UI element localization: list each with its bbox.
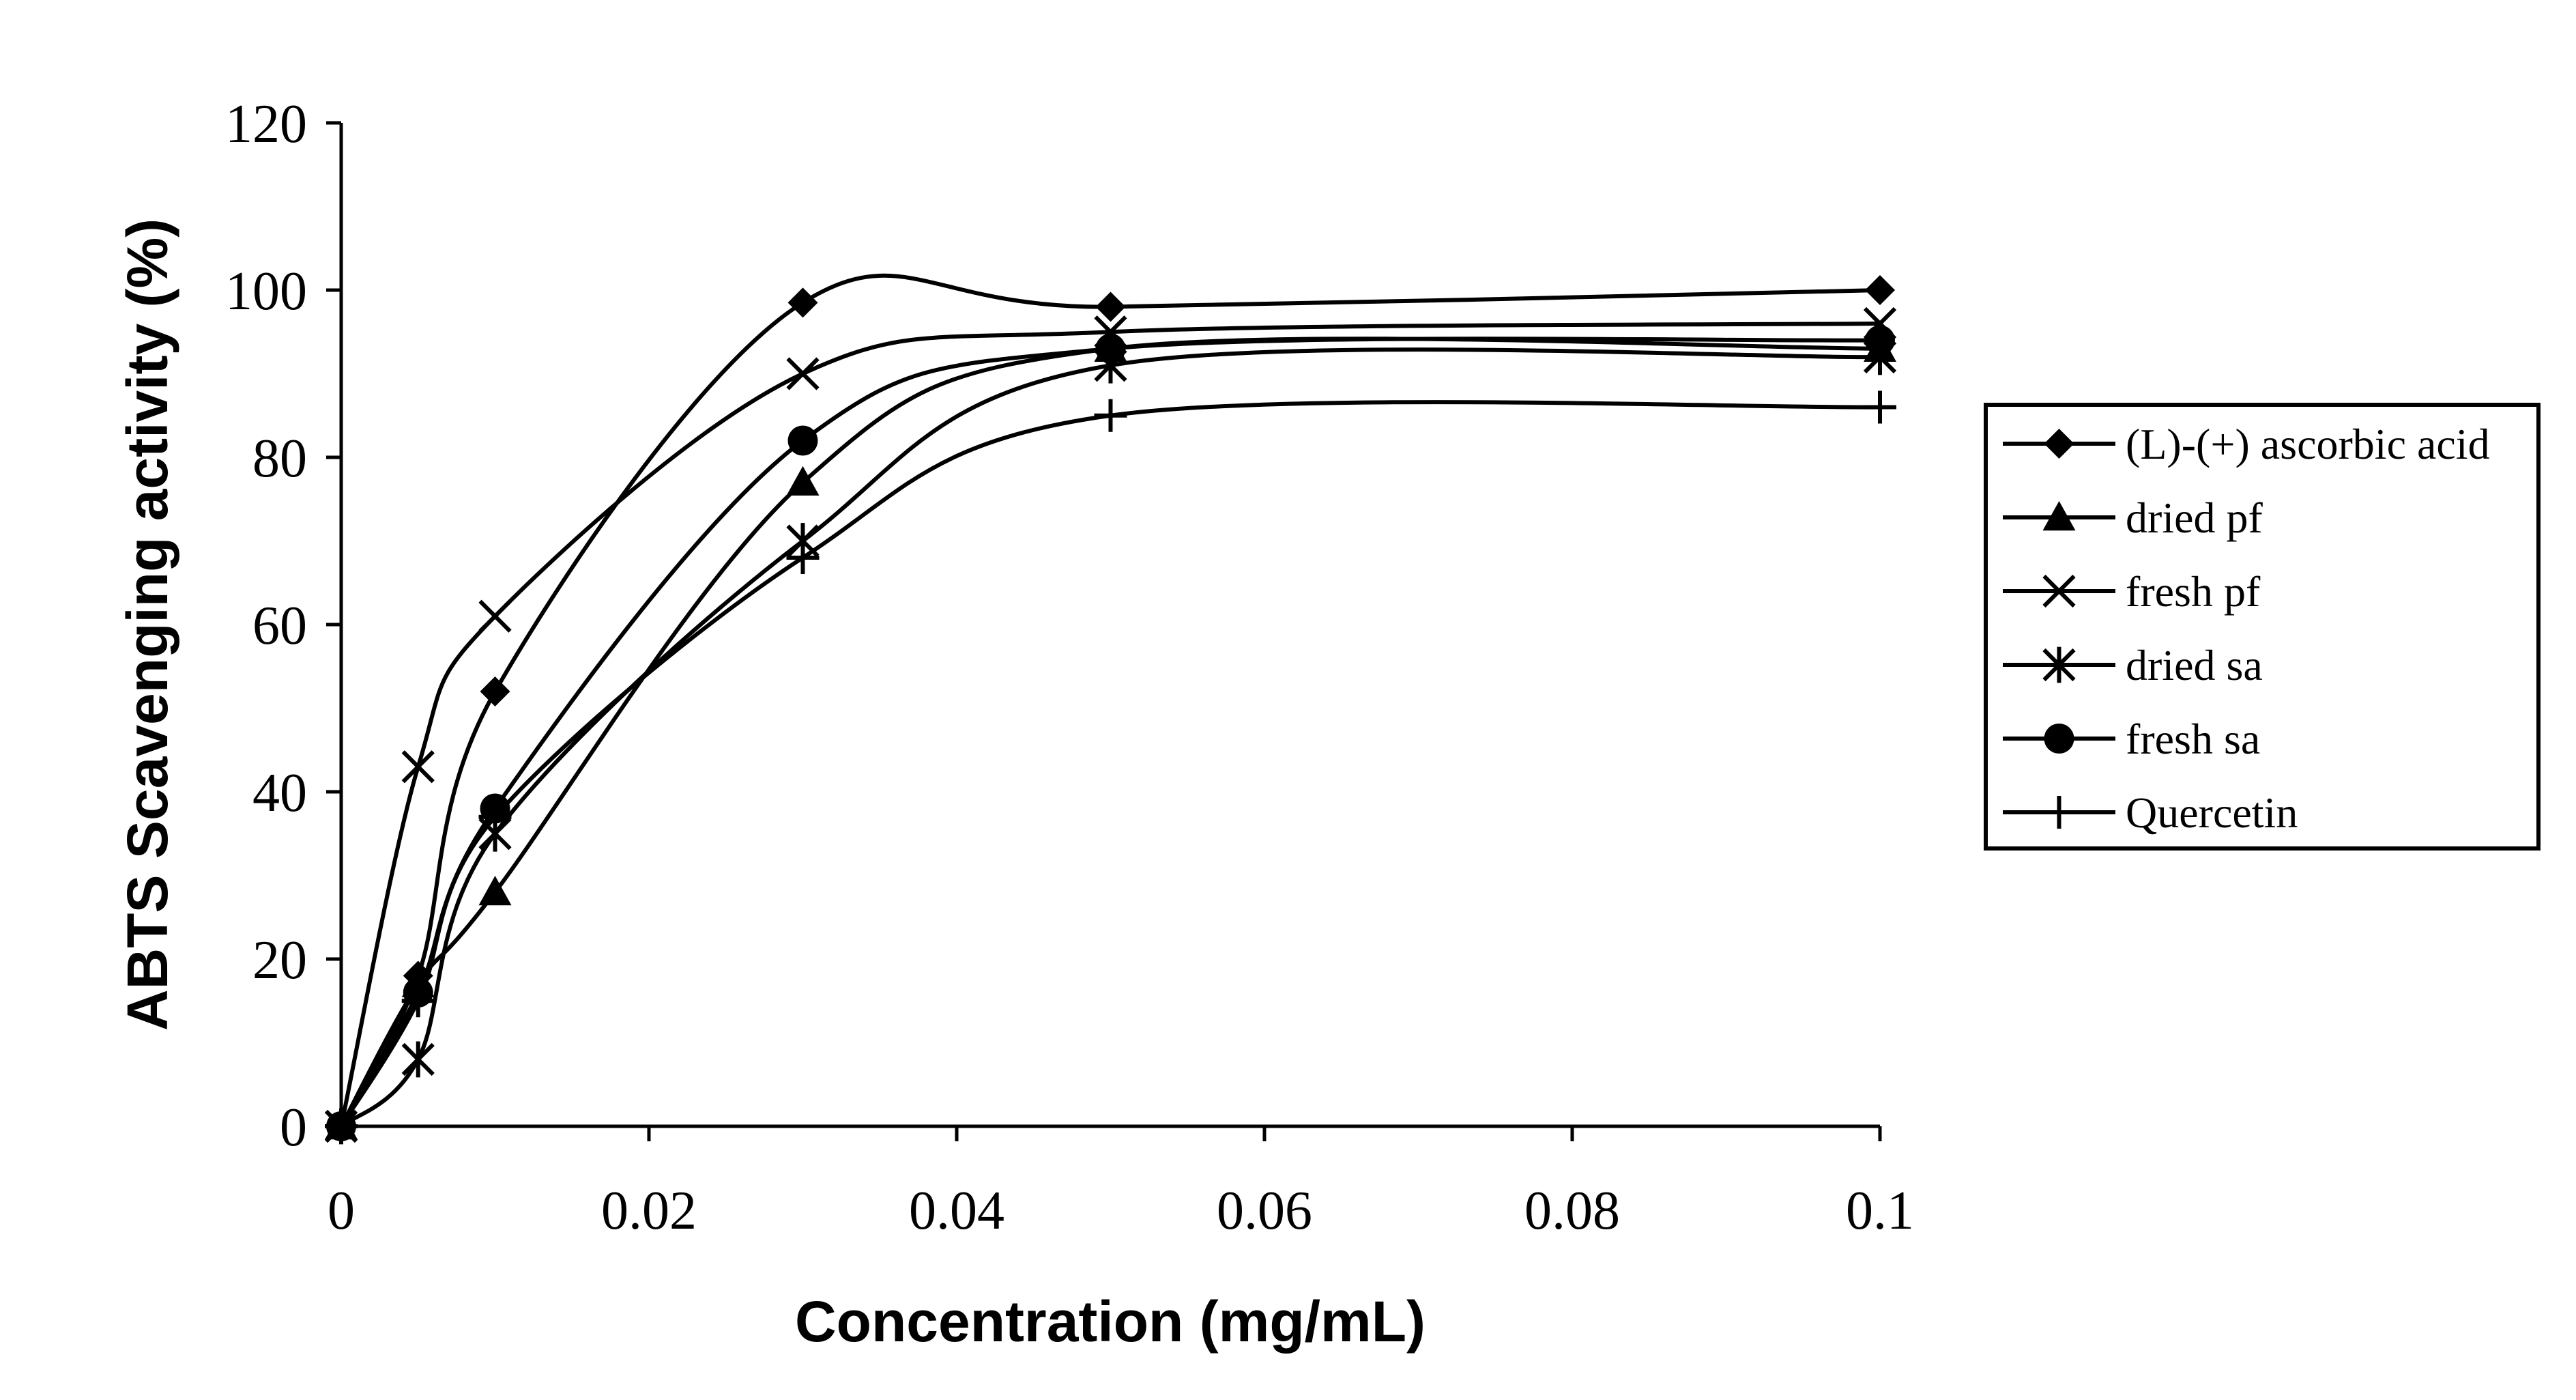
x-tick-label: 0.06 (1217, 1181, 1312, 1241)
legend-label: dried pf (2126, 494, 2263, 542)
data-point-x (478, 599, 512, 633)
y-tick-label: 0 (280, 1098, 307, 1158)
x-tick-label: 0.08 (1524, 1181, 1620, 1241)
legend-label: dried sa (2126, 641, 2263, 689)
legend-marker-triangle (2042, 501, 2076, 531)
y-tick-label: 20 (252, 930, 307, 990)
legend-marker-plus (2042, 796, 2076, 829)
legend-marker-circle (2044, 724, 2074, 754)
data-point-circle (1095, 333, 1126, 364)
x-tick-label: 0 (328, 1181, 355, 1241)
tick-marks: 0 20 40 60 80 100 120 0 0.02 0.04 0.06 0.08 0.1 (225, 94, 1914, 1241)
data-point-circle (787, 425, 818, 456)
data-point-diamond (480, 676, 510, 706)
data-point-triangle (478, 876, 512, 906)
axes (339, 123, 1880, 1128)
data-point-x (401, 750, 435, 784)
legend-item: (L)-(+) ascorbic acid (2003, 420, 2490, 468)
legend-label: fresh sa (2126, 715, 2260, 763)
series-plus (325, 390, 1896, 1143)
legend-item: fresh sa (2003, 715, 2260, 763)
data-point-triangle (786, 466, 820, 496)
series-star (324, 339, 1897, 1145)
series-x (324, 306, 1897, 1143)
series-line (339, 322, 1881, 1127)
data-point-diamond (1095, 291, 1126, 322)
data-point-plus (325, 1110, 358, 1143)
data-point-x (786, 357, 820, 390)
series-triangle (325, 332, 1896, 1140)
legend-label: fresh pf (2126, 567, 2261, 616)
x-axis-title: Concentration (mg/mL) (795, 1289, 1426, 1354)
data-point-plus (401, 984, 435, 1018)
y-tick-label: 60 (252, 596, 307, 656)
legend-label: (L)-(+) ascorbic acid (2126, 420, 2490, 468)
data-point-diamond (1865, 275, 1895, 305)
y-tick-label: 100 (225, 261, 307, 322)
series-line (339, 337, 1881, 1128)
y-axis-title: ABTS Scavenging activity (%) (115, 218, 179, 1031)
series-line (339, 273, 1881, 1128)
y-tick-label: 120 (225, 94, 307, 154)
y-tick-label: 80 (252, 429, 307, 489)
x-tick-label: 0.1 (1846, 1181, 1914, 1241)
legend-marker-star (2042, 646, 2076, 683)
data-point-plus (478, 800, 512, 833)
data-point-circle (1865, 325, 1895, 356)
data-point-plus (786, 541, 820, 574)
legend-item: dried sa (2003, 641, 2263, 689)
series-circle (326, 325, 1895, 1141)
data-series (324, 273, 1897, 1145)
legend: (L)-(+) ascorbic acid dried pf fresh pf dri… (1984, 403, 2541, 851)
series-line (339, 337, 1881, 1128)
data-point-plus (1094, 399, 1127, 432)
legend-marker-x (2042, 574, 2076, 608)
legend-label: Quercetin (2126, 788, 2298, 837)
data-point-star (401, 1041, 435, 1078)
x-tick-label: 0.04 (909, 1181, 1004, 1241)
x-tick-label: 0.02 (601, 1181, 697, 1241)
legend-item: dried pf (2003, 494, 2263, 542)
data-point-plus (1864, 390, 1896, 424)
data-point-diamond (787, 287, 818, 318)
legend-marker-diamond (2044, 429, 2074, 459)
legend-item: Quercetin (2003, 788, 2298, 837)
series-line (339, 400, 1881, 1128)
legend-box (1984, 403, 2541, 851)
legend-item: fresh pf (2003, 567, 2261, 616)
y-tick-label: 40 (252, 763, 307, 823)
